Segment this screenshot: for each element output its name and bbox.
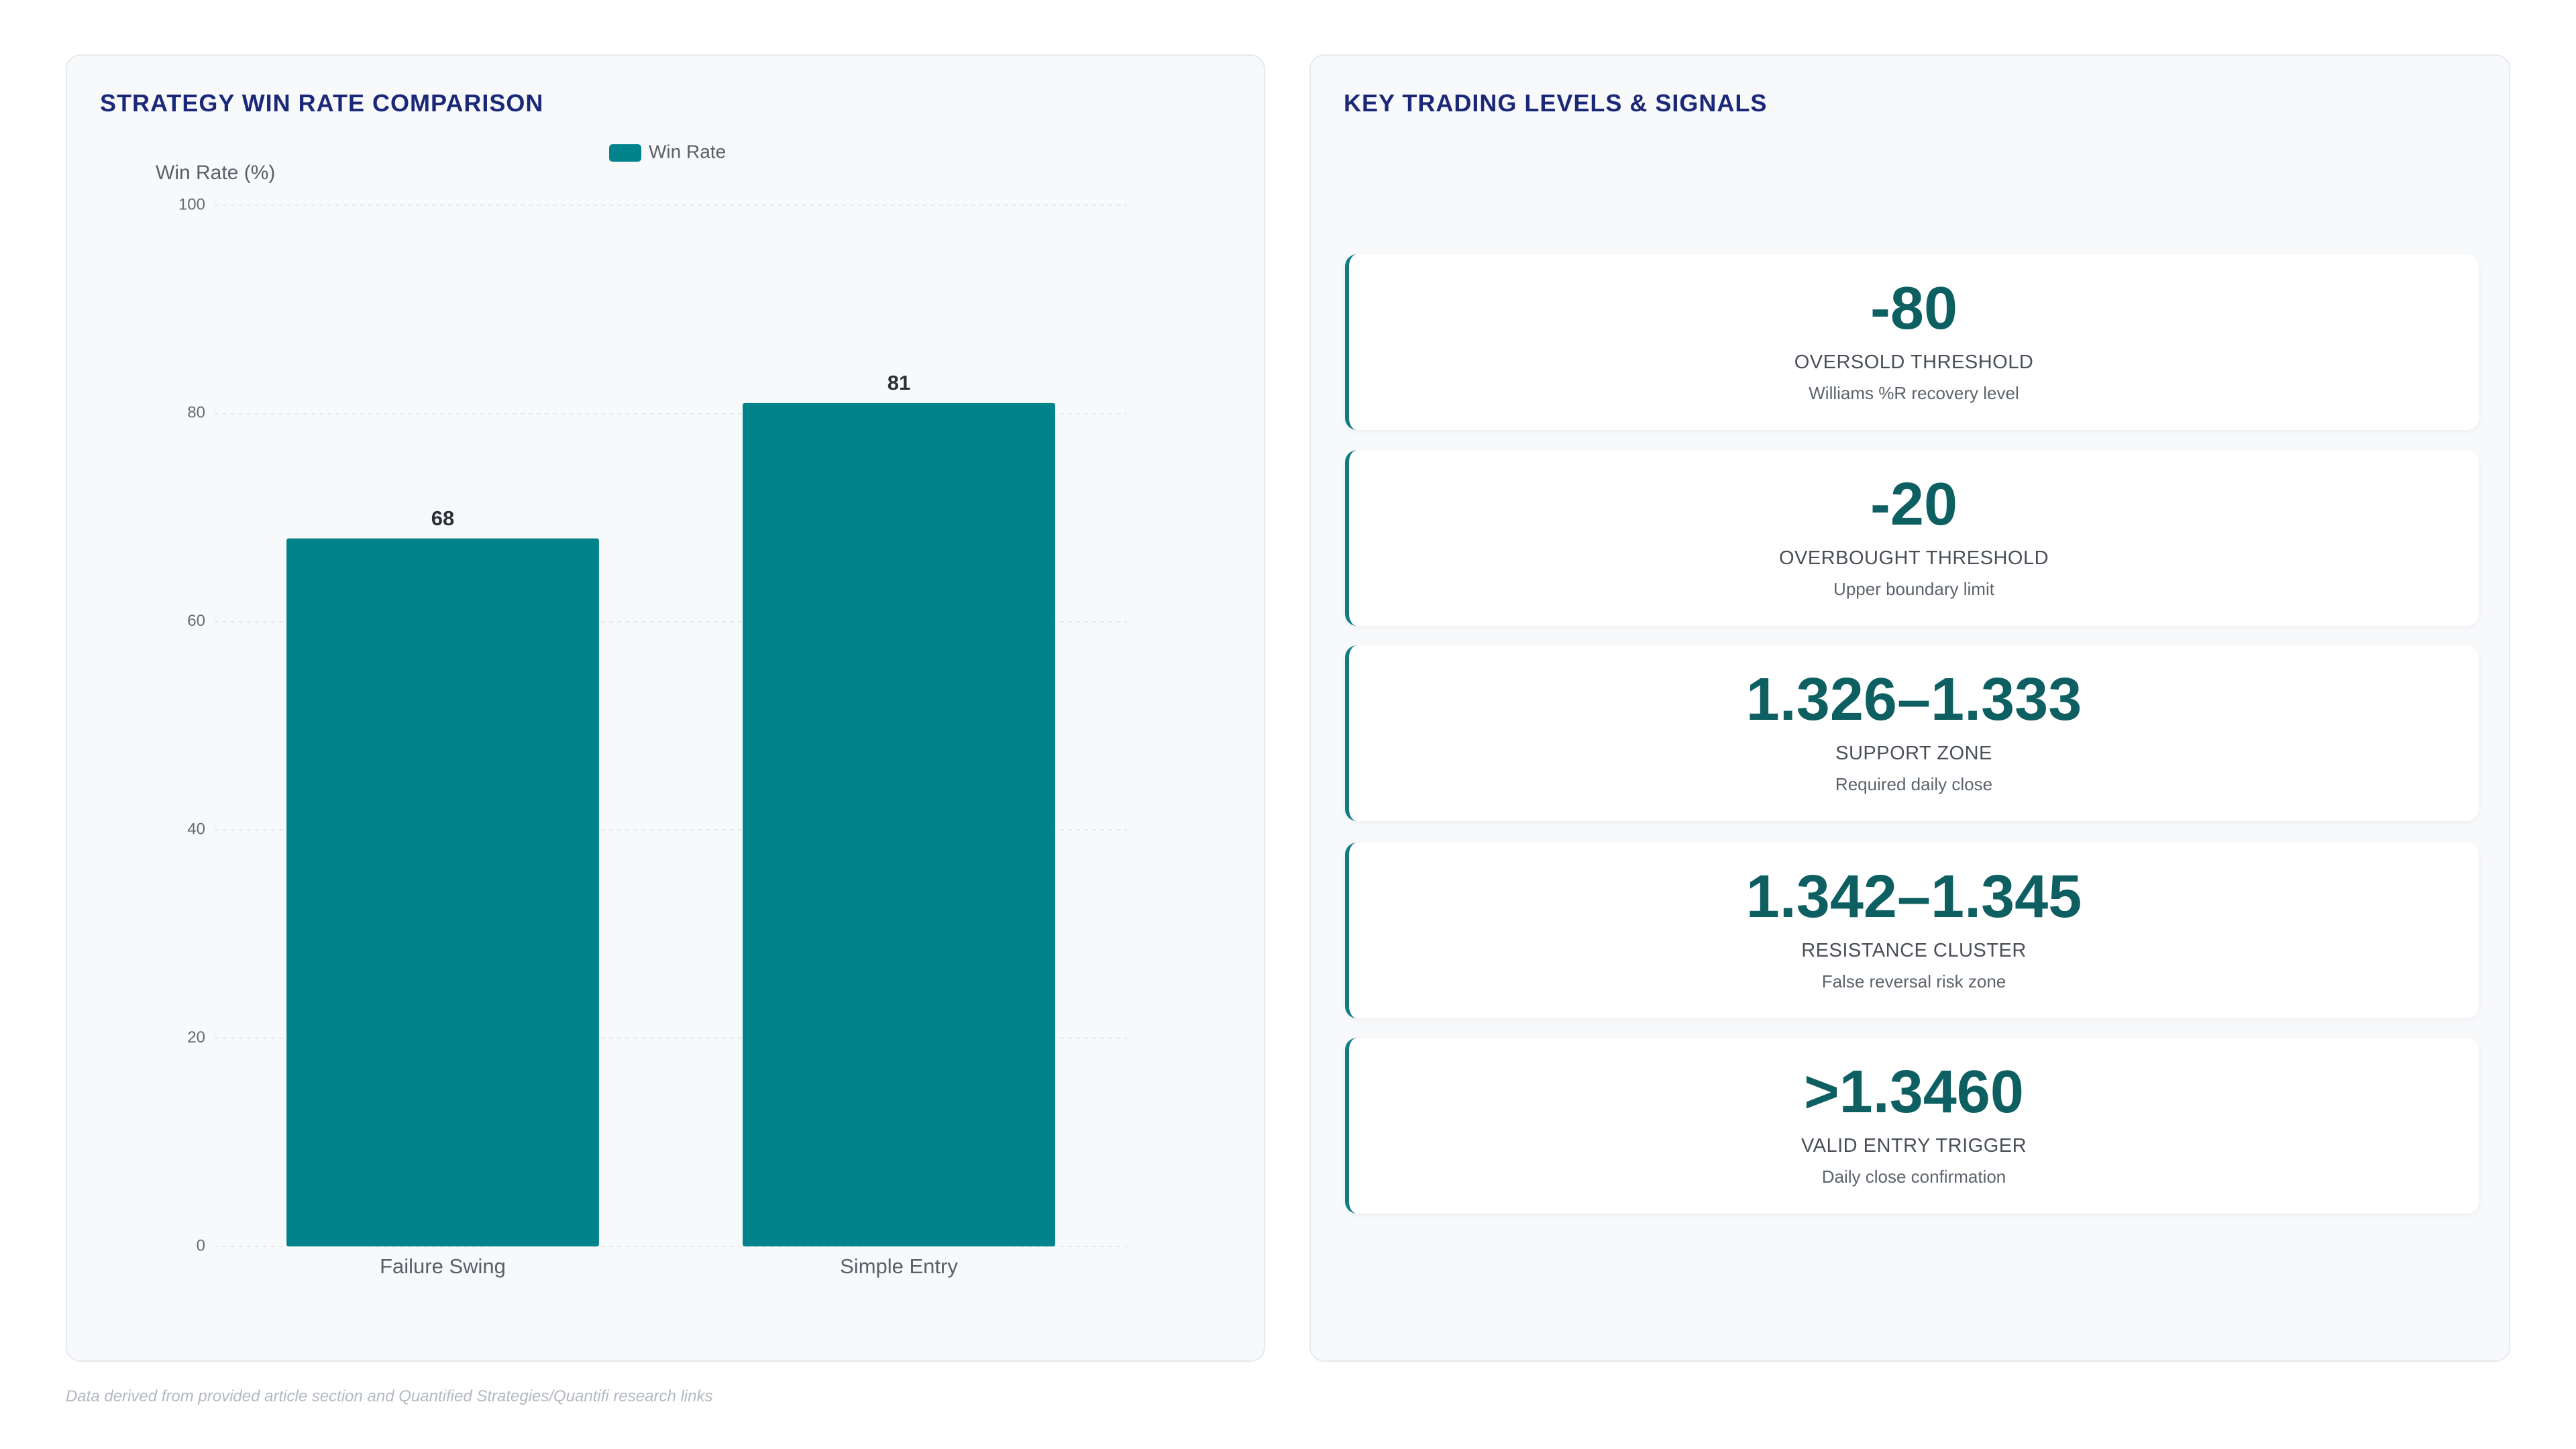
level-card: -20 OVERBOUGHT THRESHOLD Upper boundary li… xyxy=(1345,450,2479,626)
level-value: -80 xyxy=(1870,275,1958,342)
level-value: -20 xyxy=(1870,471,1958,538)
y-tick-label: 60 xyxy=(187,612,205,630)
level-value: 1.326–1.333 xyxy=(1746,666,2082,733)
level-card: -80 OVERSOLD THRESHOLD Williams %R recover… xyxy=(1345,254,2479,430)
chart-title: STRATEGY WIN RATE COMPARISON xyxy=(100,89,544,117)
value-label: 68 xyxy=(431,506,454,530)
x-tick-label: Failure Swing xyxy=(380,1254,506,1278)
bar xyxy=(286,538,599,1246)
legend-label: Win Rate xyxy=(649,141,726,162)
footnote: Data derived from provided article secti… xyxy=(66,1387,713,1405)
level-card: 1.326–1.333 SUPPORT ZONE Required daily cl… xyxy=(1345,645,2479,821)
level-note: Upper boundary limit xyxy=(1833,579,1994,599)
level-note: False reversal risk zone xyxy=(1821,971,2006,991)
level-label: SUPPORT ZONE xyxy=(1835,743,1992,764)
legend-swatch xyxy=(609,144,641,162)
levels-title: KEY TRADING LEVELS & SIGNALS xyxy=(1344,89,1768,117)
bar xyxy=(743,402,1055,1246)
value-label: 81 xyxy=(888,371,910,394)
level-note: Daily close confirmation xyxy=(1821,1167,2006,1187)
level-label: VALID ENTRY TRIGGER xyxy=(1801,1135,2027,1157)
levels-panel: KEY TRADING LEVELS & SIGNALS -80 OVERSOLD… xyxy=(1309,54,2510,1362)
level-label: RESISTANCE CLUSTER xyxy=(1801,940,2027,961)
chart-panel: STRATEGY WIN RATE COMPARISON Win Rate (%… xyxy=(66,54,1265,1362)
level-label: OVERBOUGHT THRESHOLD xyxy=(1778,547,2049,569)
level-note: Required daily close xyxy=(1835,774,1993,794)
level-card: 1.342–1.345 RESISTANCE CLUSTER False rever… xyxy=(1345,843,2479,1018)
level-value: >1.3460 xyxy=(1804,1059,2024,1126)
x-tick-label: Simple Entry xyxy=(840,1254,958,1278)
level-label: OVERSOLD THRESHOLD xyxy=(1794,352,2034,373)
level-card: >1.3460 VALID ENTRY TRIGGER Daily close co… xyxy=(1345,1038,2479,1214)
y-axis-title: Win Rate (%) xyxy=(156,162,275,184)
y-tick-label: 100 xyxy=(178,195,205,213)
level-note: Williams %R recovery level xyxy=(1809,383,2019,403)
y-tick-label: 20 xyxy=(187,1028,205,1046)
y-tick-label: 40 xyxy=(187,820,205,839)
y-tick-label: 0 xyxy=(197,1236,205,1254)
y-tick-label: 80 xyxy=(187,404,205,422)
chart: Win Rate (%) 0 20 40 60 80 100 Win Rate Failure … xyxy=(156,141,1127,1278)
level-value: 1.342–1.345 xyxy=(1746,863,2082,930)
